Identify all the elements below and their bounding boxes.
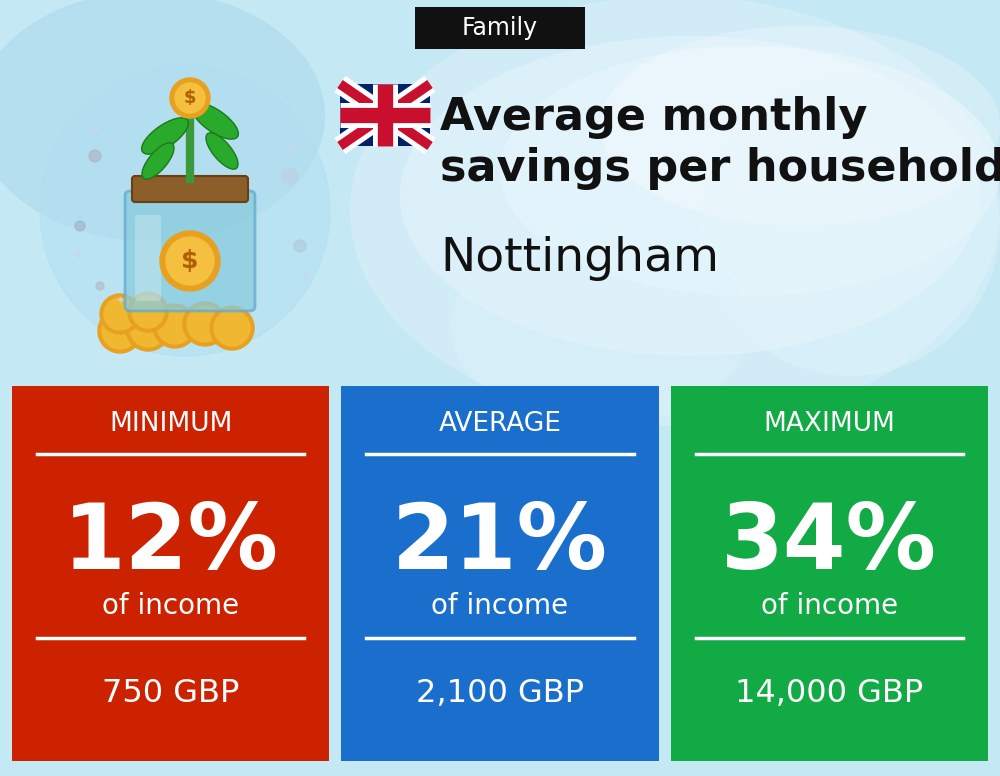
- Text: $: $: [181, 249, 199, 273]
- Circle shape: [170, 78, 210, 118]
- Circle shape: [126, 307, 170, 351]
- Ellipse shape: [206, 133, 238, 169]
- Ellipse shape: [142, 143, 174, 179]
- Text: of income: of income: [102, 592, 239, 620]
- Circle shape: [160, 231, 220, 291]
- Circle shape: [96, 282, 104, 290]
- Circle shape: [294, 240, 306, 252]
- Text: ✦: ✦: [115, 296, 125, 306]
- Circle shape: [157, 308, 193, 344]
- Ellipse shape: [450, 226, 750, 426]
- Text: 21%: 21%: [392, 500, 608, 588]
- Circle shape: [175, 83, 205, 113]
- Circle shape: [128, 292, 168, 332]
- Ellipse shape: [400, 36, 980, 356]
- Ellipse shape: [500, 46, 1000, 296]
- Ellipse shape: [600, 26, 1000, 226]
- Text: Average monthly
savings per household in: Average monthly savings per household in: [440, 96, 1000, 190]
- Ellipse shape: [700, 76, 1000, 376]
- Bar: [340, 84, 430, 146]
- Ellipse shape: [0, 0, 325, 241]
- Circle shape: [210, 306, 254, 350]
- Text: ✦: ✦: [300, 271, 310, 281]
- Circle shape: [104, 298, 136, 330]
- FancyBboxPatch shape: [415, 7, 585, 49]
- Circle shape: [214, 310, 250, 346]
- Circle shape: [98, 309, 142, 353]
- Circle shape: [153, 304, 197, 348]
- Text: ✦: ✦: [73, 250, 83, 262]
- FancyBboxPatch shape: [135, 215, 161, 301]
- Text: ✦: ✦: [88, 122, 102, 140]
- Text: AVERAGE: AVERAGE: [439, 411, 561, 437]
- Text: 750 GBP: 750 GBP: [102, 677, 239, 708]
- FancyBboxPatch shape: [671, 386, 988, 761]
- Text: 14,000 GBP: 14,000 GBP: [735, 677, 923, 708]
- Circle shape: [282, 168, 298, 184]
- FancyBboxPatch shape: [12, 386, 329, 761]
- Circle shape: [187, 306, 223, 342]
- Ellipse shape: [142, 118, 188, 154]
- Circle shape: [183, 302, 227, 346]
- Text: Family: Family: [462, 16, 538, 40]
- Ellipse shape: [350, 0, 1000, 426]
- Circle shape: [130, 311, 166, 347]
- Circle shape: [40, 66, 330, 356]
- Text: 34%: 34%: [721, 500, 937, 588]
- Text: of income: of income: [431, 592, 569, 620]
- Circle shape: [89, 150, 101, 162]
- Circle shape: [132, 296, 164, 328]
- Circle shape: [166, 237, 214, 285]
- Text: Nottingham: Nottingham: [440, 236, 719, 281]
- FancyBboxPatch shape: [132, 176, 248, 202]
- Text: $: $: [184, 89, 196, 107]
- Text: ✦: ✦: [286, 144, 298, 158]
- Text: 12%: 12%: [63, 500, 279, 588]
- Text: 2,100 GBP: 2,100 GBP: [416, 677, 584, 708]
- Text: MAXIMUM: MAXIMUM: [763, 411, 895, 437]
- Ellipse shape: [192, 103, 238, 139]
- Circle shape: [100, 294, 140, 334]
- Circle shape: [75, 221, 85, 231]
- FancyBboxPatch shape: [341, 386, 659, 761]
- FancyBboxPatch shape: [125, 191, 255, 311]
- Text: of income: of income: [761, 592, 898, 620]
- Text: MINIMUM: MINIMUM: [109, 411, 232, 437]
- Circle shape: [102, 313, 138, 349]
